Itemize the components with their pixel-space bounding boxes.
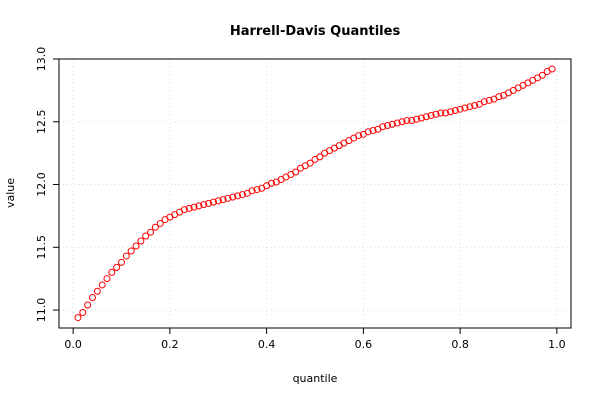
point <box>461 104 469 112</box>
point <box>355 132 363 140</box>
x-tick-label: 1.0 <box>548 338 566 351</box>
point <box>456 105 464 113</box>
x-tick-label: 0.2 <box>161 338 179 351</box>
point <box>88 293 96 301</box>
point <box>98 281 106 289</box>
point <box>108 268 116 276</box>
point <box>393 119 401 127</box>
point <box>446 108 454 116</box>
point <box>214 197 222 205</box>
x-tick-label: 0.6 <box>355 338 373 351</box>
y-tick-label: 12.0 <box>35 172 48 197</box>
point <box>437 109 445 117</box>
point <box>219 196 227 204</box>
point <box>122 252 130 260</box>
y-tick-label: 11.0 <box>35 298 48 323</box>
point <box>180 206 188 214</box>
point <box>451 106 459 114</box>
point <box>195 202 203 210</box>
point <box>495 93 503 101</box>
y-tick-label: 12.5 <box>35 110 48 135</box>
point <box>142 232 150 240</box>
point <box>253 186 261 194</box>
point <box>548 65 556 73</box>
point <box>388 120 396 128</box>
point <box>379 123 387 131</box>
point <box>292 168 300 176</box>
point <box>238 191 246 199</box>
point <box>398 118 406 126</box>
point <box>417 114 425 122</box>
point <box>538 71 546 79</box>
point <box>74 314 82 322</box>
point <box>103 275 111 283</box>
point <box>93 287 101 295</box>
point <box>432 110 440 118</box>
point <box>471 101 479 109</box>
point <box>84 301 92 309</box>
point <box>127 247 135 255</box>
point <box>364 128 372 136</box>
point <box>137 237 145 245</box>
chart-title: Harrell-Davis Quantiles <box>230 24 401 39</box>
point <box>151 223 159 231</box>
x-tick-label: 0.8 <box>451 338 469 351</box>
x-axis-label: quantile <box>293 372 338 385</box>
point <box>190 203 198 211</box>
point <box>229 193 237 201</box>
point <box>79 309 87 317</box>
point <box>234 192 242 200</box>
point <box>427 111 435 119</box>
point <box>224 194 232 202</box>
point <box>369 127 377 135</box>
point <box>403 117 411 125</box>
point <box>267 179 275 187</box>
point <box>147 228 155 236</box>
y-tick-label: 11.5 <box>35 235 48 260</box>
point <box>248 187 256 195</box>
point <box>132 242 140 250</box>
point <box>422 113 430 121</box>
point <box>413 115 421 123</box>
point <box>316 153 324 161</box>
point <box>480 98 488 106</box>
y-tick-label: 13.0 <box>35 47 48 72</box>
point <box>408 117 416 125</box>
point <box>205 199 213 207</box>
plot-frame <box>58 58 572 329</box>
point <box>442 109 450 117</box>
point <box>200 201 208 209</box>
point <box>185 204 193 212</box>
point <box>466 103 474 111</box>
point <box>306 159 314 167</box>
x-tick-label: 0.0 <box>64 338 82 351</box>
x-tick-label: 0.4 <box>258 338 276 351</box>
point <box>384 122 392 130</box>
point <box>209 198 217 206</box>
point <box>113 263 121 271</box>
point <box>485 96 493 104</box>
y-axis-label: value <box>4 178 17 208</box>
point <box>156 219 164 227</box>
point <box>118 258 126 266</box>
